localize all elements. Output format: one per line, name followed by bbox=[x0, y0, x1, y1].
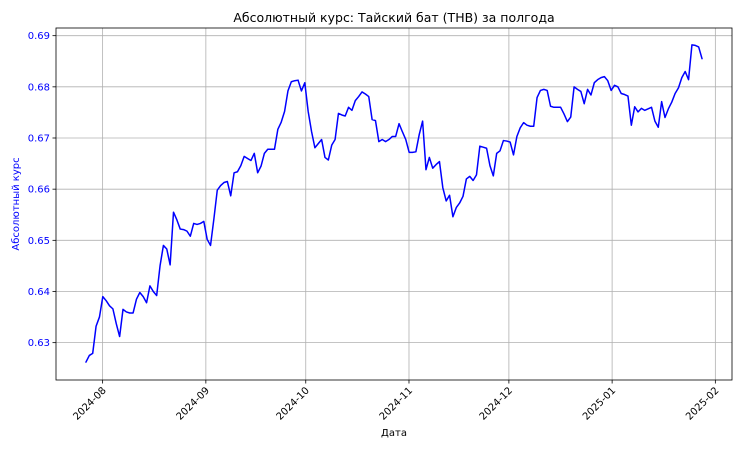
x-axis-label: Дата bbox=[381, 428, 407, 439]
grid-lines bbox=[56, 28, 732, 380]
plot-frame bbox=[55, 27, 733, 381]
chart-title: Абсолютный курс: Тайский бат (THB) за по… bbox=[233, 10, 554, 25]
y-tick-label: 0.67 bbox=[28, 134, 50, 145]
y-tick-label: 0.68 bbox=[28, 82, 50, 93]
y-tick-label: 0.64 bbox=[28, 287, 50, 298]
y-tick-label: 0.63 bbox=[28, 338, 50, 349]
y-tick-label: 0.65 bbox=[28, 236, 50, 247]
y-axis-label: Абсолютный курс bbox=[11, 157, 22, 250]
data-series bbox=[85, 44, 703, 363]
y-tick-label: 0.66 bbox=[28, 185, 50, 196]
series-line bbox=[85, 44, 703, 363]
y-axis-ticks: 0.63 0.64 0.65 0.66 0.67 0.68 0.69 bbox=[28, 31, 56, 349]
y-tick-label: 0.69 bbox=[28, 31, 50, 42]
